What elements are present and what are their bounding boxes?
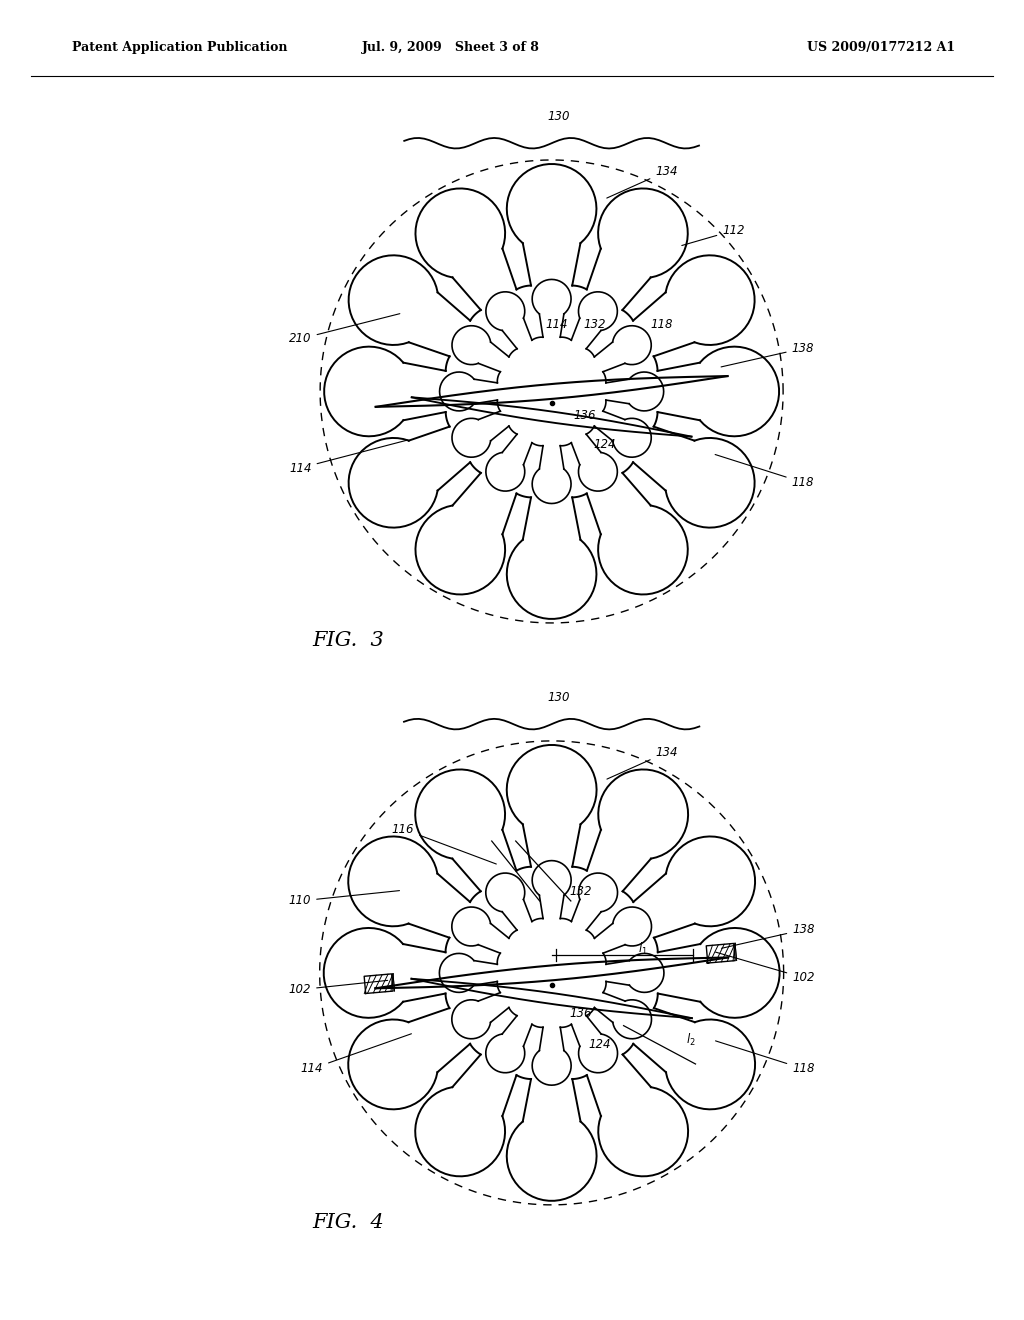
Text: 132: 132 <box>584 318 606 331</box>
Text: $l_1$: $l_1$ <box>638 941 647 957</box>
Text: 118: 118 <box>715 454 814 488</box>
Text: 136: 136 <box>569 1007 592 1020</box>
Text: 136: 136 <box>573 409 596 422</box>
Text: 134: 134 <box>607 746 678 779</box>
Text: 114: 114 <box>545 318 567 331</box>
Text: 130: 130 <box>548 692 570 705</box>
Text: 124: 124 <box>589 1039 611 1051</box>
Text: 110: 110 <box>289 891 399 907</box>
Text: 102: 102 <box>289 981 388 997</box>
Text: Patent Application Publication: Patent Application Publication <box>72 41 287 54</box>
Text: 102: 102 <box>716 952 815 985</box>
Text: 138: 138 <box>721 342 814 367</box>
Text: 112: 112 <box>682 224 744 246</box>
Text: 210: 210 <box>289 314 399 346</box>
Text: FIG.  3: FIG. 3 <box>312 631 384 649</box>
Text: 124: 124 <box>593 438 615 450</box>
Text: Jul. 9, 2009   Sheet 3 of 8: Jul. 9, 2009 Sheet 3 of 8 <box>361 41 540 54</box>
Text: 114: 114 <box>289 440 408 474</box>
Text: US 2009/0177212 A1: US 2009/0177212 A1 <box>807 41 954 54</box>
Text: 130: 130 <box>548 111 570 123</box>
Text: 118: 118 <box>650 318 673 331</box>
Text: 138: 138 <box>722 923 815 948</box>
Text: 132: 132 <box>569 884 592 898</box>
Text: 114: 114 <box>301 1034 412 1076</box>
Text: $l_2$: $l_2$ <box>686 1032 695 1048</box>
Text: 134: 134 <box>607 165 678 198</box>
Text: 116: 116 <box>392 822 497 865</box>
Text: 118: 118 <box>716 1041 815 1076</box>
Text: FIG.  4: FIG. 4 <box>312 1213 384 1232</box>
